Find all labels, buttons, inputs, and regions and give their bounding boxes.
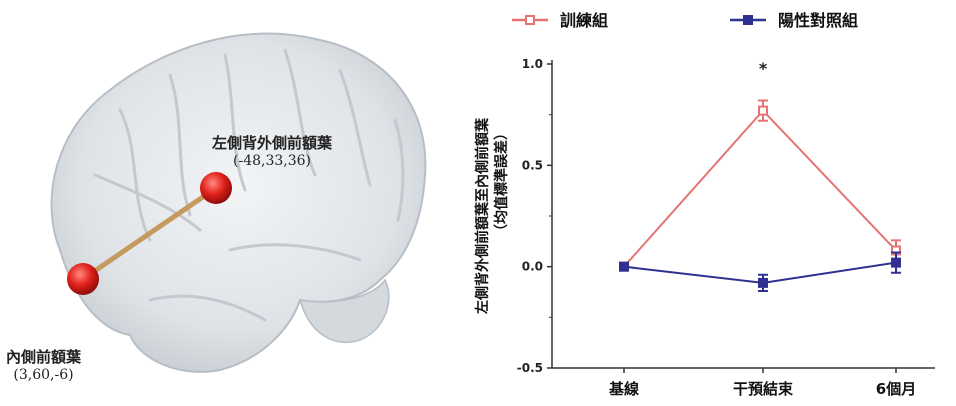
legend-marker [743,15,753,25]
y-tick-label: 1.0 [522,57,543,71]
axes: 1.0 0.5 0.0 -0.5 基線 干預結束 6個月 左側背外側前額葉至內側前額葉 （均值標… [474,57,935,398]
chart-svg: 訓練組 陽性對照組 1.0 0.5 0.0 -0.5 基線 干預結束 6個月 左側背外側前額葉至… [474,11,935,398]
y-axis-label-sub: （均值標準誤差） [493,126,510,238]
mpfc-coords: (3,60,-6) [13,367,74,383]
y-axis-label: 左側背外側前額葉至內側前額葉 [474,117,491,315]
dlpfc-coords: (-48,33,36) [233,153,311,169]
y-tick-label: 0.5 [522,158,543,172]
y-tick-label: -0.5 [517,361,543,375]
significance-annotation: * [759,59,768,78]
x-tick-label: 干預結束 [733,380,794,398]
brain-folds [93,48,405,322]
mpfc-label: 內側前額葉 (3,60,-6) [6,346,81,383]
brain-figure: 左側背外側前額葉 (-48,33,36) 內側前額葉 (3,60,-6) [0,0,440,402]
data-point [891,257,901,268]
y-tick-label: 0.0 [522,260,543,274]
x-tick-label: 基線 [608,380,639,398]
plot-area: * [619,59,901,292]
legend: 訓練組 陽性對照組 [512,11,858,30]
x-tick-label: 6個月 [876,380,916,398]
connection-line [80,185,219,282]
dlpfc-name: 左側背外側前額葉 [212,134,333,152]
data-point [758,277,768,288]
legend-label: 訓練組 [560,11,608,30]
node-dlpfc [200,172,232,204]
connectivity-chart: 訓練組 陽性對照組 1.0 0.5 0.0 -0.5 基線 干預結束 6個月 左側背外側前額葉至… [440,0,956,402]
data-point [619,261,629,272]
series-line-0 [623,109,897,268]
brain-illustration [50,32,427,373]
mpfc-name: 內側前額葉 [6,348,82,366]
legend-label: 陽性對照組 [778,11,858,30]
node-mpfc [67,263,99,295]
legend-marker [525,15,535,25]
cerebellum-shape [298,278,390,344]
data-point [758,105,768,116]
brain-shape [50,32,427,373]
dlpfc-label: 左側背外側前額葉 (-48,33,36) [212,132,332,169]
